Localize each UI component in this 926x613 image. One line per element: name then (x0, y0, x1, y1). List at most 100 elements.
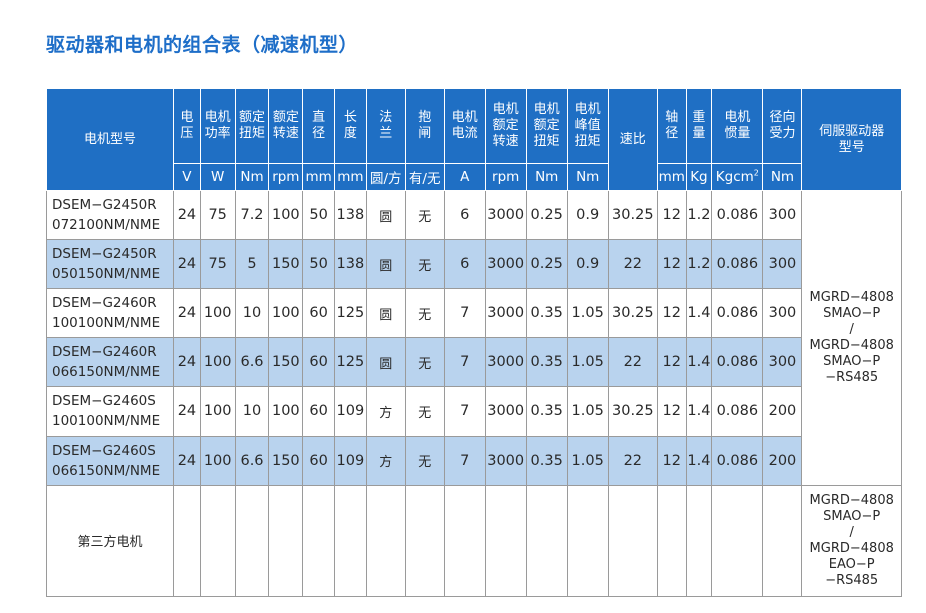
cell-voltage: 24 (173, 386, 201, 437)
header-inertia: 电机 惯量 (711, 88, 764, 164)
cell-empty (685, 484, 713, 598)
header-label-line: 扭矩 (239, 126, 266, 141)
unit-inertia: Kgcm2 (711, 163, 764, 191)
header-label-line: 电 (180, 110, 194, 125)
cell-brake: 无 (404, 239, 445, 290)
cell-motor_peak_torque: 0.9 (566, 189, 609, 241)
cell-radial: 300 (762, 288, 803, 339)
header-radial: 径向 受力 (762, 88, 803, 164)
unit-brake: 有/无 (404, 163, 445, 191)
cell-motor_peak_torque: 1.05 (566, 386, 609, 437)
cell-motor_peak_torque: 1.05 (566, 288, 609, 339)
cell-diameter: 60 (302, 435, 336, 486)
cell-shaft: 12 (656, 386, 687, 437)
header-label-line: 额定 (533, 118, 560, 133)
cell-flange: 方 (365, 386, 406, 437)
cell-motor_rated_torque: 0.25 (525, 189, 568, 241)
unit-motor_rated_torque: Nm (525, 163, 568, 191)
page-title: 驱动器和电机的组合表（减速机型） (46, 34, 359, 56)
cell-motor_peak_torque: 1.05 (566, 435, 609, 486)
cell-empty (365, 484, 406, 598)
driver-line: / (849, 321, 854, 337)
header-weight: 重量 (685, 88, 713, 164)
header-label-line: 转速 (272, 126, 299, 141)
cell-motor_rated_torque: 0.35 (525, 386, 568, 437)
cell-rated_speed: 150 (268, 239, 304, 290)
cell-model: DSEM−G2450R 072100NM/NME (45, 189, 175, 241)
header-flange: 法兰 (365, 88, 406, 164)
header-label-line: 重 (692, 110, 706, 125)
cell-motor_rated_torque: 0.35 (525, 435, 568, 486)
cell-weight: 1.2 (685, 189, 713, 241)
cell-rated_torque: 10 (234, 288, 270, 339)
cell-inertia: 0.086 (711, 386, 764, 437)
cell-empty (334, 484, 367, 598)
header-length: 长度 (334, 88, 367, 164)
driver-line: SMAO−P (823, 353, 881, 369)
driver-line: −RS485 (825, 369, 879, 385)
header-label-line: 电机 (724, 110, 751, 125)
cell-model: 第三方电机 (45, 484, 175, 598)
cell-flange: 圆 (365, 239, 406, 290)
table-row: DSEM−G2460S 066150NM/NME 24 100 6.6 150 60 109 方… (45, 435, 902, 486)
table-row: DSEM−G2460R 100100NM/NME 24 100 10 100 60 125 圆无… (45, 288, 902, 339)
model-line: DSEM−G2460R (52, 344, 157, 361)
cell-radial: 200 (762, 386, 803, 437)
table-row: DSEM−G2460S 100100NM/NME 24 100 10 100 60 109 方无… (45, 386, 902, 437)
cell-empty (302, 484, 336, 598)
header-label-line: 直 (312, 110, 326, 125)
cell-flange: 圆 (365, 337, 406, 388)
unit-rated_torque: Nm (234, 163, 270, 191)
cell-current: 7 (443, 288, 486, 339)
cell-length: 125 (334, 288, 367, 339)
cell-inertia: 0.086 (711, 288, 764, 339)
cell-power: 75 (199, 189, 236, 241)
cell-voltage: 24 (173, 239, 201, 290)
cell-brake: 无 (404, 288, 445, 339)
header-ratio: 速比 (607, 88, 658, 191)
cell-empty (173, 484, 201, 598)
model-line: DSEM−G2450R (52, 246, 157, 263)
cell-empty (268, 484, 304, 598)
driver-line: SMAO−P (823, 508, 881, 524)
cell-current: 7 (443, 337, 486, 388)
cell-ratio: 30.25 (607, 386, 658, 437)
model-line: 066150NM/NME (52, 462, 161, 479)
model-line: DSEM−G2460S (52, 442, 156, 459)
driver-line: MGRD−4808 (809, 337, 894, 353)
cell-diameter: 60 (302, 337, 336, 388)
cell-weight: 1.4 (685, 386, 713, 437)
cell-empty (566, 484, 609, 598)
header-label-line: 径 (665, 126, 679, 141)
cell-weight: 1.4 (685, 337, 713, 388)
unit-shaft: mm (656, 163, 687, 191)
cell-brake: 无 (404, 386, 445, 437)
cell-motor_rated_speed: 3000 (484, 435, 527, 486)
unit-motor_rated_speed: rpm (484, 163, 527, 191)
header-voltage: 电压 (173, 88, 201, 164)
table-row: DSEM−G2460R 066150NM/NME 24 100 6.6 150 60 125 圆… (45, 337, 902, 388)
cell-inertia: 0.086 (711, 337, 764, 388)
cell-motor_rated_torque: 0.35 (525, 288, 568, 339)
unit-weight: Kg (685, 163, 713, 191)
cell-empty (404, 484, 445, 598)
cell-empty (484, 484, 527, 598)
cell-shaft: 12 (656, 189, 687, 241)
cell-weight: 1.2 (685, 239, 713, 290)
header-label-line: 兰 (379, 126, 393, 141)
cell-voltage: 24 (173, 189, 201, 241)
unit-diameter: mm (302, 163, 336, 191)
model-line: 072100NM/NME (52, 217, 161, 234)
cell-rated_torque: 5 (234, 239, 270, 290)
cell-power: 100 (199, 337, 236, 388)
cell-inertia: 0.086 (711, 189, 764, 241)
cell-flange: 圆 (365, 288, 406, 339)
header-label-line: 径 (312, 126, 326, 141)
header-label-line: 额定 (272, 110, 299, 125)
unit-length: mm (334, 163, 367, 191)
cell-driver: MGRD−4808 SMAO−P / MGRD−4808 EAO−P −RS485 (801, 484, 902, 598)
unit-power: W (199, 163, 236, 191)
cell-model: DSEM−G2460R 066150NM/NME (45, 337, 175, 388)
unit-voltage: V (173, 163, 201, 191)
unit-superscript: 2 (753, 168, 759, 178)
